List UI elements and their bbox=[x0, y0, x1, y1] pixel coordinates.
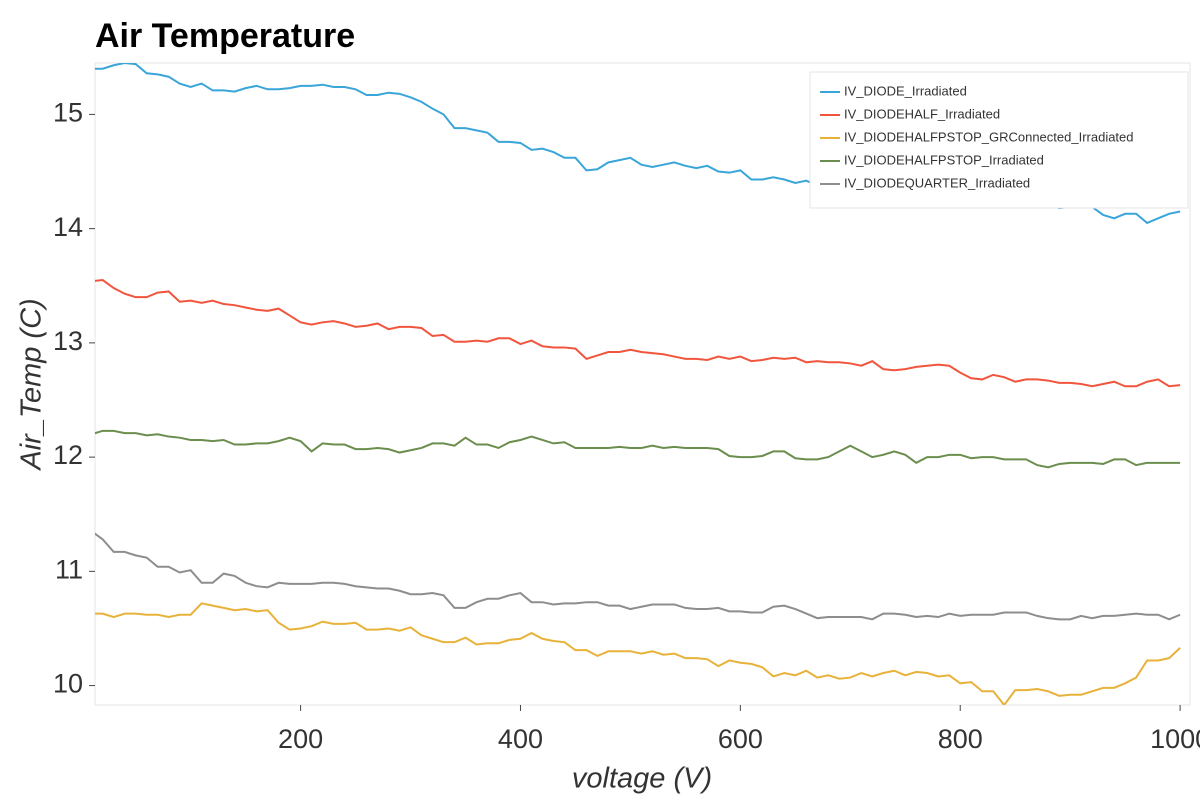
x-tick-label: 800 bbox=[938, 724, 983, 754]
x-tick-label: 400 bbox=[498, 724, 543, 754]
series-line bbox=[95, 279, 1181, 388]
legend-label: IV_DIODEHALFPSTOP_GRConnected_Irradiated bbox=[844, 129, 1134, 144]
chart-title: Air Temperature bbox=[95, 17, 355, 55]
series-line bbox=[95, 532, 1181, 621]
legend-label: IV_DIODEHALFPSTOP_Irradiated bbox=[844, 152, 1044, 167]
x-tick-label: 600 bbox=[718, 724, 763, 754]
y-tick-label: 12 bbox=[53, 440, 83, 470]
x-tick-label: 200 bbox=[278, 724, 323, 754]
legend-box bbox=[809, 71, 1189, 209]
series-line bbox=[95, 602, 1181, 705]
y-axis-label: Air_Temp (C) bbox=[16, 298, 48, 471]
y-tick-label: 15 bbox=[53, 98, 83, 128]
series-line bbox=[95, 429, 1181, 469]
x-tick-label: 1000 bbox=[1150, 724, 1200, 754]
y-tick-label: 14 bbox=[53, 212, 83, 242]
legend-label: IV_DIODE_Irradiated bbox=[844, 83, 967, 98]
y-tick-label: 10 bbox=[53, 669, 83, 699]
x-axis-label: voltage (V) bbox=[572, 763, 712, 795]
y-tick-label: 11 bbox=[55, 554, 83, 584]
legend-label: IV_DIODEHALF_Irradiated bbox=[844, 106, 1000, 121]
legend-label: IV_DIODEQUARTER_Irradiated bbox=[844, 175, 1030, 190]
y-tick-label: 13 bbox=[53, 326, 83, 356]
